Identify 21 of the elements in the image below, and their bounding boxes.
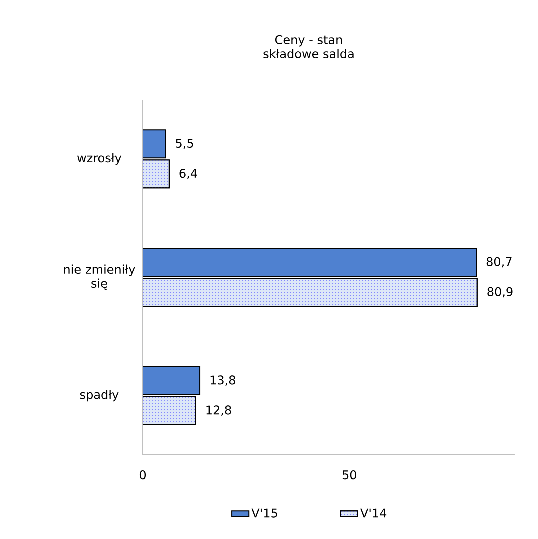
- data-label: 13,8: [210, 376, 236, 386]
- bar: [142, 396, 196, 426]
- x-tick-label: 50: [342, 470, 356, 480]
- x-tick-label: 0: [140, 470, 146, 480]
- bar: [142, 366, 201, 396]
- bar: [142, 278, 478, 307]
- data-label: 80,9: [488, 287, 513, 298]
- chart-subtitle: składowe salda: [264, 49, 354, 58]
- legend-label: V'15: [252, 508, 278, 518]
- bar: [142, 130, 166, 159]
- bar: [142, 160, 170, 189]
- data-label: 5,5: [176, 139, 194, 150]
- data-label: 12,8: [206, 406, 232, 416]
- y-tick-label: wzrosły: [78, 153, 122, 165]
- bar: [142, 248, 478, 278]
- y-tick-label: nie zmieniły się: [64, 264, 136, 290]
- chart-title: Ceny - stan: [275, 35, 342, 47]
- legend-label: V'14: [360, 508, 387, 518]
- data-label: 6,4: [180, 169, 198, 180]
- data-label: 80,7: [486, 257, 512, 268]
- y-tick-label: spadły: [80, 390, 119, 402]
